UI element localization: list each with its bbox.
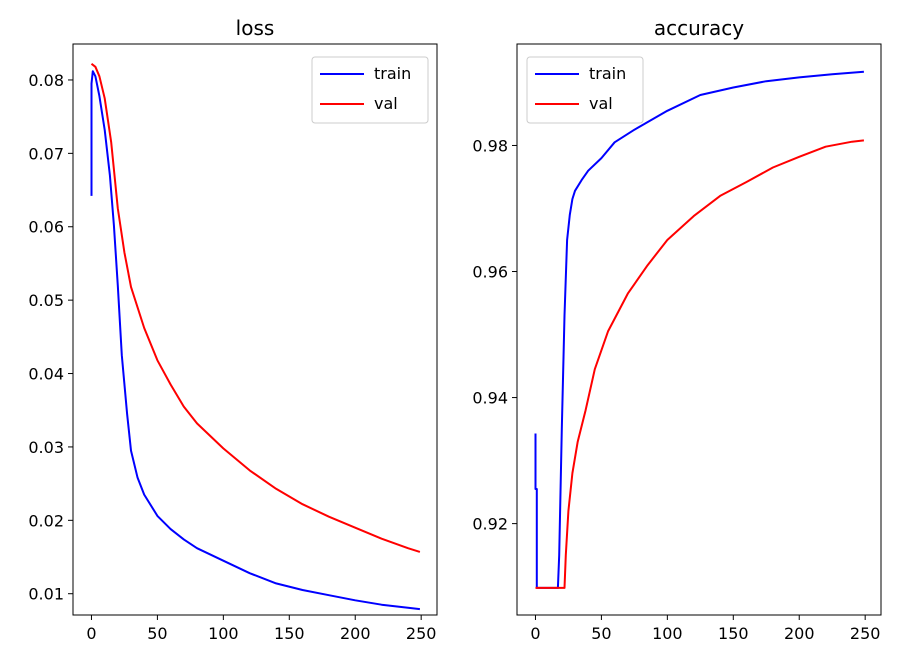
loss-series-val-line — [90, 63, 421, 553]
loss-series-layer — [90, 63, 421, 611]
loss-axes-frame — [72, 43, 438, 616]
accuracy-y-tick-label: 0.98 — [472, 136, 508, 155]
loss-y-tick-label: 0.07 — [28, 144, 64, 163]
loss-ticks-layer: 0 50 100 150 200 250 0.01 0.02 0.03 0.04 0.05 0.06 0… — [28, 71, 436, 643]
loss-y-tick-label: 0.03 — [28, 438, 64, 457]
loss-y-tick-label: 0.05 — [28, 291, 64, 310]
accuracy-x-tick-label: 250 — [850, 624, 881, 643]
loss-x-tick-label: 50 — [147, 624, 167, 643]
loss-x-tick-label: 150 — [274, 624, 305, 643]
accuracy-ticks-layer: 0 50 100 150 200 250 0.92 0.94 0.96 0.98 — [472, 136, 880, 643]
legend-label-train: train — [589, 64, 626, 83]
accuracy-y-tick-label: 0.96 — [472, 263, 508, 282]
accuracy-x-tick-label: 100 — [652, 624, 683, 643]
loss-title: loss — [236, 16, 275, 40]
legend-label-train: train — [374, 64, 411, 83]
accuracy-legend: train val — [526, 56, 644, 124]
loss-x-tick-label: 100 — [208, 624, 239, 643]
loss-x-tick-label: 200 — [340, 624, 371, 643]
loss-y-tick-label: 0.08 — [28, 71, 64, 90]
accuracy-x-tick-label: 50 — [591, 624, 611, 643]
accuracy-x-tick-label: 150 — [718, 624, 749, 643]
loss-x-tick-label: 250 — [406, 624, 437, 643]
accuracy-y-tick-label: 0.92 — [472, 515, 508, 534]
accuracy-series-layer — [534, 70, 865, 589]
loss-legend: train val — [311, 56, 429, 124]
accuracy-x-tick-label: 200 — [784, 624, 815, 643]
accuracy-title: accuracy — [654, 16, 744, 40]
accuracy-y-tick-label: 0.94 — [472, 389, 508, 408]
loss-x-tick-label: 0 — [86, 624, 96, 643]
loss-y-tick-label: 0.04 — [28, 365, 64, 384]
legend-label-val: val — [374, 94, 398, 113]
loss-y-tick-label: 0.02 — [28, 511, 64, 530]
loss-y-tick-label: 0.01 — [28, 585, 64, 604]
accuracy-series-train-line — [534, 70, 864, 589]
loss-subplot: loss 0 50 100 150 200 250 0.01 0.02 0.03 0.04 0.05… — [28, 16, 438, 643]
legend-label-val: val — [589, 94, 613, 113]
accuracy-x-tick-label: 0 — [530, 624, 540, 643]
loss-y-tick-label: 0.06 — [28, 218, 64, 237]
accuracy-subplot: accuracy 0 50 100 150 200 250 0.92 0.94 0.96 0.98… — [472, 16, 882, 643]
accuracy-series-val-line — [535, 139, 865, 589]
loss-series-train-line — [90, 70, 421, 611]
accuracy-axes-frame — [516, 43, 882, 616]
